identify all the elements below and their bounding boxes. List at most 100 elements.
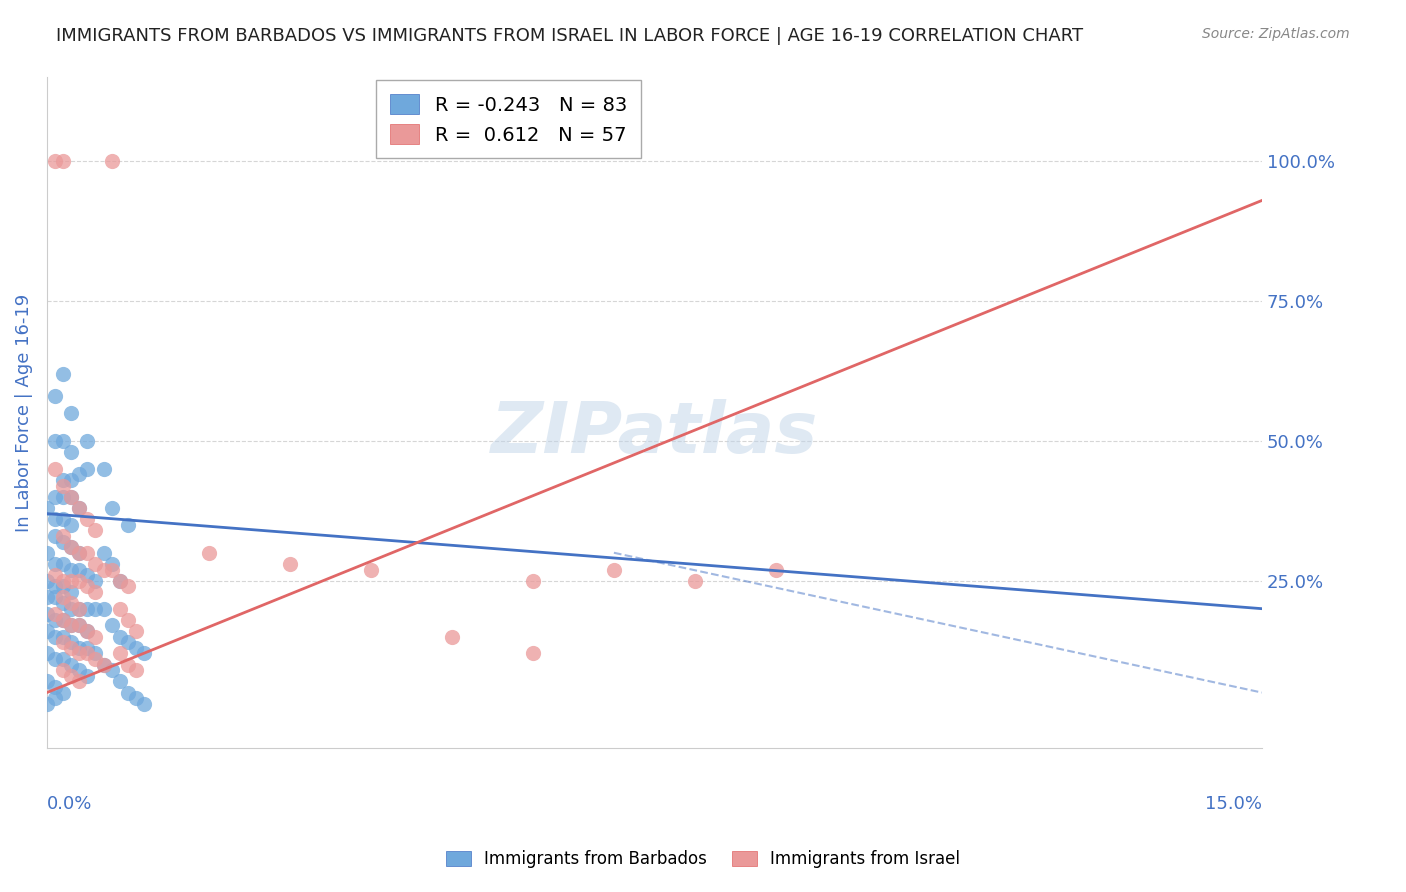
Text: ZIPatlas: ZIPatlas bbox=[491, 399, 818, 467]
Point bbox=[84, 585, 107, 599]
Point bbox=[76, 512, 98, 526]
Point bbox=[60, 669, 83, 683]
Point bbox=[93, 546, 115, 560]
Point bbox=[60, 473, 83, 487]
Point bbox=[93, 562, 115, 576]
Point bbox=[76, 624, 98, 638]
Point bbox=[60, 640, 83, 655]
Point bbox=[76, 579, 98, 593]
Point bbox=[108, 574, 131, 588]
Point bbox=[67, 574, 90, 588]
Point bbox=[44, 568, 66, 582]
Point bbox=[67, 601, 90, 615]
Point bbox=[125, 691, 148, 706]
Point bbox=[60, 601, 83, 615]
Point bbox=[44, 434, 66, 448]
Point bbox=[117, 657, 139, 672]
Point bbox=[52, 613, 75, 627]
Point bbox=[67, 618, 90, 632]
Point bbox=[44, 652, 66, 666]
Point bbox=[67, 546, 90, 560]
Point bbox=[60, 445, 83, 459]
Point bbox=[44, 557, 66, 571]
Point bbox=[60, 574, 83, 588]
Point bbox=[60, 618, 83, 632]
Point bbox=[108, 674, 131, 689]
Point bbox=[67, 467, 90, 482]
Point bbox=[60, 657, 83, 672]
Point bbox=[44, 529, 66, 543]
Point bbox=[76, 546, 98, 560]
Point bbox=[60, 490, 83, 504]
Point bbox=[67, 640, 90, 655]
Text: IMMIGRANTS FROM BARBADOS VS IMMIGRANTS FROM ISRAEL IN LABOR FORCE | AGE 16-19 CO: IMMIGRANTS FROM BARBADOS VS IMMIGRANTS F… bbox=[56, 27, 1084, 45]
Point bbox=[765, 562, 787, 576]
Point bbox=[67, 647, 90, 661]
Point bbox=[44, 389, 66, 403]
Point bbox=[84, 557, 107, 571]
Point bbox=[84, 647, 107, 661]
Point bbox=[440, 630, 463, 644]
Point bbox=[35, 624, 58, 638]
Point bbox=[60, 635, 83, 649]
Point bbox=[60, 406, 83, 420]
Point bbox=[44, 579, 66, 593]
Point bbox=[60, 540, 83, 554]
Point bbox=[52, 154, 75, 169]
Point bbox=[76, 647, 98, 661]
Point bbox=[100, 562, 122, 576]
Point bbox=[44, 462, 66, 476]
Y-axis label: In Labor Force | Age 16-19: In Labor Force | Age 16-19 bbox=[15, 293, 32, 533]
Point bbox=[76, 624, 98, 638]
Point bbox=[52, 613, 75, 627]
Text: 0.0%: 0.0% bbox=[46, 796, 93, 814]
Point bbox=[67, 601, 90, 615]
Point bbox=[35, 674, 58, 689]
Point bbox=[76, 601, 98, 615]
Point bbox=[360, 562, 382, 576]
Point bbox=[44, 613, 66, 627]
Point bbox=[35, 697, 58, 711]
Point bbox=[52, 685, 75, 699]
Point bbox=[52, 579, 75, 593]
Text: 15.0%: 15.0% bbox=[1205, 796, 1263, 814]
Point bbox=[603, 562, 626, 576]
Point bbox=[93, 657, 115, 672]
Legend: R = -0.243   N = 83, R =  0.612   N = 57: R = -0.243 N = 83, R = 0.612 N = 57 bbox=[377, 80, 641, 159]
Point bbox=[35, 647, 58, 661]
Point bbox=[67, 501, 90, 516]
Point bbox=[84, 524, 107, 538]
Point bbox=[117, 517, 139, 532]
Legend: Immigrants from Barbados, Immigrants from Israel: Immigrants from Barbados, Immigrants fro… bbox=[439, 844, 967, 875]
Point bbox=[60, 585, 83, 599]
Point bbox=[100, 618, 122, 632]
Point bbox=[93, 657, 115, 672]
Point bbox=[44, 512, 66, 526]
Point bbox=[108, 647, 131, 661]
Point bbox=[67, 674, 90, 689]
Point bbox=[76, 568, 98, 582]
Point bbox=[52, 512, 75, 526]
Point bbox=[44, 490, 66, 504]
Point bbox=[44, 680, 66, 694]
Point bbox=[52, 473, 75, 487]
Point bbox=[35, 546, 58, 560]
Point bbox=[117, 635, 139, 649]
Point bbox=[117, 613, 139, 627]
Point bbox=[35, 591, 58, 605]
Point bbox=[35, 607, 58, 622]
Point bbox=[76, 434, 98, 448]
Point bbox=[52, 591, 75, 605]
Point bbox=[100, 663, 122, 677]
Point bbox=[108, 630, 131, 644]
Point bbox=[52, 529, 75, 543]
Point bbox=[44, 154, 66, 169]
Point bbox=[52, 534, 75, 549]
Point bbox=[60, 562, 83, 576]
Point bbox=[52, 490, 75, 504]
Point bbox=[52, 367, 75, 381]
Point bbox=[125, 663, 148, 677]
Point bbox=[44, 691, 66, 706]
Point bbox=[108, 574, 131, 588]
Point bbox=[100, 154, 122, 169]
